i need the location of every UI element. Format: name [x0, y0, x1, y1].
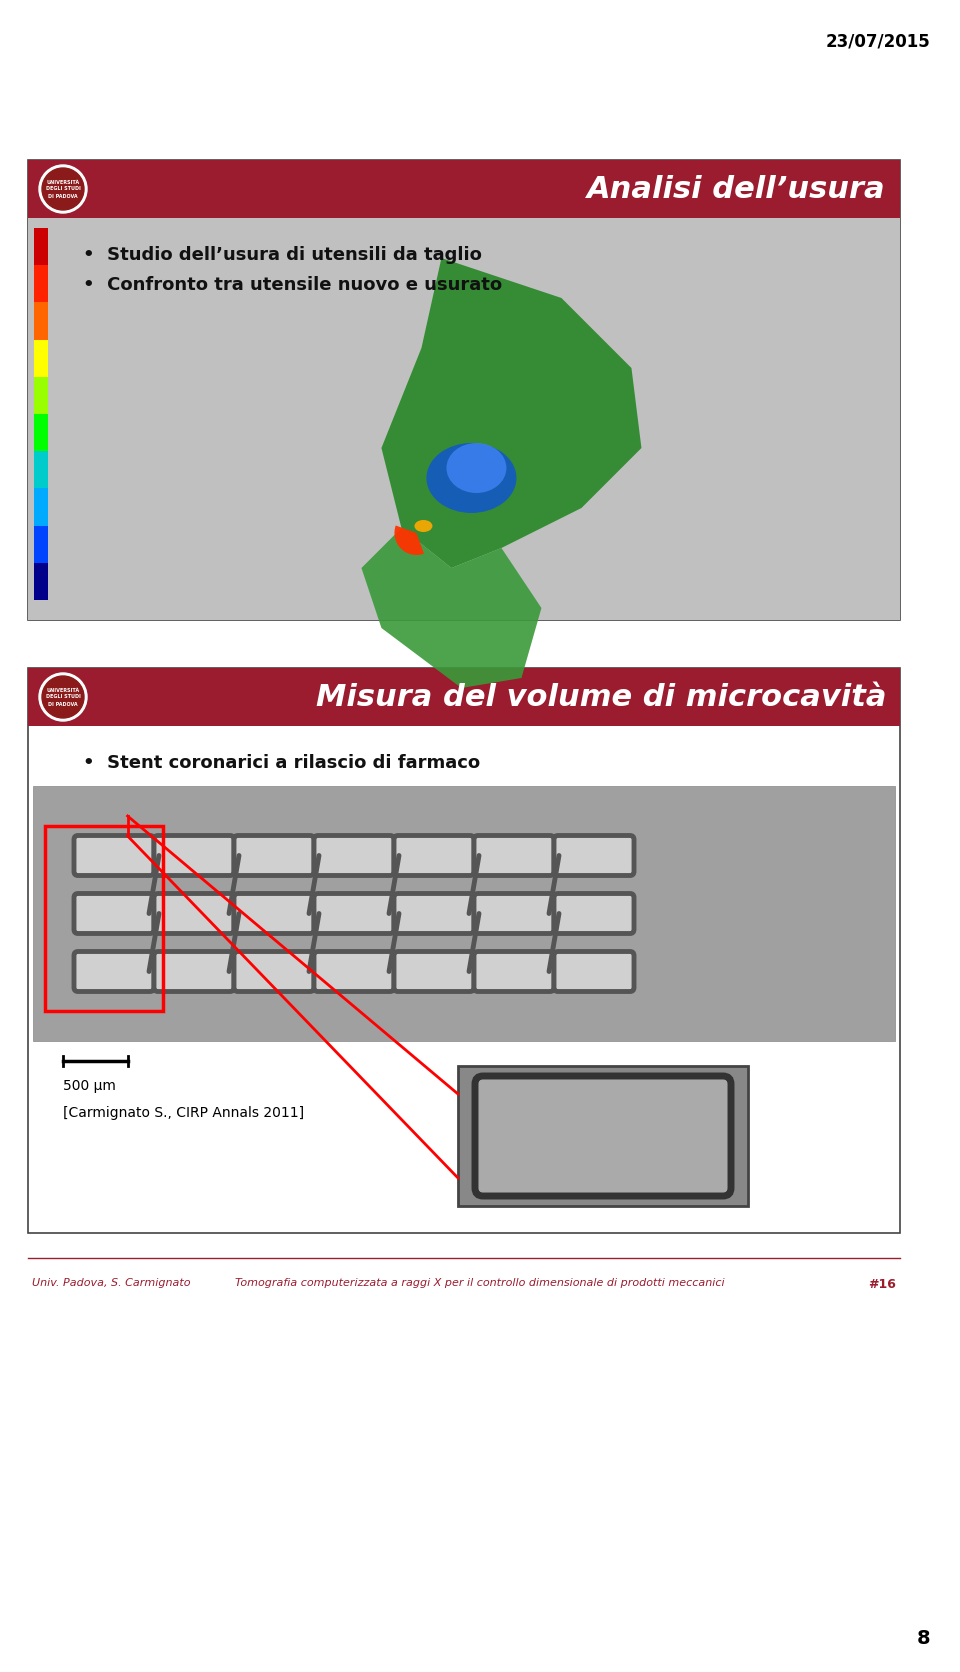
- Text: •  Stent coronarici a rilascio di farmaco: • Stent coronarici a rilascio di farmaco: [83, 754, 480, 772]
- Bar: [34, 339, 48, 376]
- Bar: [34, 488, 48, 525]
- Bar: [78, 839, 150, 871]
- Text: Univ. Padova, S. Carmignato: Univ. Padova, S. Carmignato: [32, 1277, 190, 1287]
- Bar: [238, 898, 310, 930]
- Bar: [558, 839, 630, 871]
- Text: DI PADOVA: DI PADOVA: [48, 702, 78, 707]
- Polygon shape: [381, 257, 641, 568]
- Bar: [28, 669, 900, 726]
- Text: 500 μm: 500 μm: [63, 1078, 116, 1093]
- Bar: [478, 898, 550, 930]
- Wedge shape: [395, 525, 424, 555]
- Bar: [28, 217, 900, 620]
- Bar: [478, 839, 550, 871]
- Bar: [28, 161, 900, 620]
- Text: Analisi dell’usura: Analisi dell’usura: [588, 174, 886, 204]
- Bar: [78, 955, 150, 988]
- Bar: [58, 217, 900, 620]
- FancyBboxPatch shape: [554, 893, 634, 933]
- Bar: [34, 303, 48, 339]
- Text: #16: #16: [868, 1277, 896, 1291]
- Bar: [238, 955, 310, 988]
- FancyBboxPatch shape: [474, 836, 554, 876]
- Text: Misura del volume di microcavità: Misura del volume di microcavità: [316, 682, 886, 712]
- FancyBboxPatch shape: [554, 951, 634, 991]
- Bar: [398, 839, 470, 871]
- Text: •  Studio dell’usura di utensili da taglio: • Studio dell’usura di utensili da tagli…: [83, 246, 482, 264]
- FancyBboxPatch shape: [74, 893, 154, 933]
- FancyBboxPatch shape: [234, 951, 314, 991]
- Bar: [34, 451, 48, 488]
- Bar: [158, 839, 230, 871]
- Bar: [558, 955, 630, 988]
- Text: UNIVERSITÀ: UNIVERSITÀ: [46, 687, 80, 692]
- Bar: [34, 376, 48, 415]
- Bar: [558, 898, 630, 930]
- Text: •  Confronto tra utensile nuovo e usurato: • Confronto tra utensile nuovo e usurato: [83, 276, 502, 294]
- Text: DI PADOVA: DI PADOVA: [48, 194, 78, 199]
- Circle shape: [39, 166, 87, 212]
- FancyBboxPatch shape: [554, 836, 634, 876]
- Bar: [34, 415, 48, 451]
- Text: DEGLI STUDI: DEGLI STUDI: [45, 694, 81, 699]
- Text: UNIVERSITÀ: UNIVERSITÀ: [46, 179, 80, 184]
- Bar: [458, 1067, 748, 1206]
- Bar: [28, 669, 900, 1232]
- Bar: [158, 898, 230, 930]
- Circle shape: [42, 167, 84, 211]
- FancyBboxPatch shape: [394, 893, 474, 933]
- Text: DEGLI STUDI: DEGLI STUDI: [45, 187, 81, 192]
- FancyBboxPatch shape: [475, 1077, 731, 1195]
- Bar: [45, 826, 163, 1012]
- Bar: [398, 955, 470, 988]
- FancyBboxPatch shape: [394, 951, 474, 991]
- Bar: [318, 839, 390, 871]
- Bar: [28, 161, 900, 217]
- FancyBboxPatch shape: [154, 836, 234, 876]
- Bar: [34, 266, 48, 303]
- Ellipse shape: [446, 443, 507, 493]
- FancyBboxPatch shape: [314, 836, 394, 876]
- FancyBboxPatch shape: [234, 893, 314, 933]
- Text: 23/07/2015: 23/07/2015: [826, 32, 930, 50]
- Bar: [34, 563, 48, 600]
- FancyBboxPatch shape: [474, 951, 554, 991]
- Polygon shape: [361, 528, 541, 687]
- Bar: [478, 955, 550, 988]
- FancyBboxPatch shape: [74, 951, 154, 991]
- Bar: [238, 839, 310, 871]
- FancyBboxPatch shape: [314, 951, 394, 991]
- Ellipse shape: [415, 520, 432, 532]
- FancyBboxPatch shape: [234, 836, 314, 876]
- Bar: [34, 227, 48, 266]
- Bar: [318, 955, 390, 988]
- Bar: [158, 955, 230, 988]
- FancyBboxPatch shape: [314, 893, 394, 933]
- FancyBboxPatch shape: [74, 836, 154, 876]
- Text: Tomografia computerizzata a raggi X per il controllo dimensionale di prodotti me: Tomografia computerizzata a raggi X per …: [235, 1277, 725, 1287]
- Bar: [33, 786, 895, 1042]
- Text: 8: 8: [917, 1629, 930, 1649]
- FancyBboxPatch shape: [154, 951, 234, 991]
- FancyBboxPatch shape: [474, 893, 554, 933]
- Bar: [78, 898, 150, 930]
- Ellipse shape: [426, 443, 516, 513]
- FancyBboxPatch shape: [154, 893, 234, 933]
- Text: [Carmignato S., CIRP Annals 2011]: [Carmignato S., CIRP Annals 2011]: [63, 1105, 304, 1120]
- Bar: [398, 898, 470, 930]
- Bar: [34, 525, 48, 563]
- Circle shape: [39, 674, 87, 721]
- FancyBboxPatch shape: [394, 836, 474, 876]
- Circle shape: [42, 675, 84, 717]
- Bar: [318, 898, 390, 930]
